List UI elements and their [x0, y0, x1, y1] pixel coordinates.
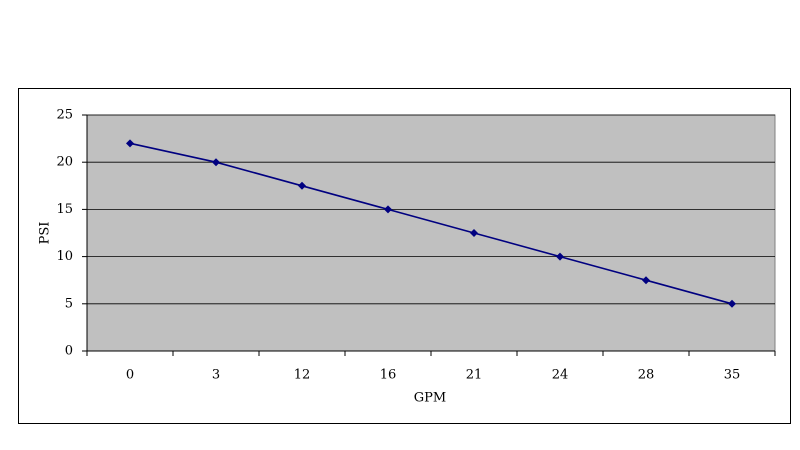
data-point	[298, 181, 306, 190]
data-point	[384, 205, 392, 214]
x-tick-label: 16	[380, 368, 397, 383]
x-tick-label: 24	[552, 368, 569, 383]
y-tick-label: 20	[56, 155, 73, 170]
data-point	[728, 299, 736, 308]
x-tick-label: 28	[638, 368, 655, 383]
x-tick-label: 12	[294, 368, 311, 383]
x-tick-label: 0	[126, 368, 134, 383]
y-tick-label: 15	[56, 202, 73, 217]
data-point	[642, 276, 650, 285]
x-axis-label: GPM	[414, 391, 446, 406]
y-tick-label: 0	[65, 344, 73, 359]
x-tick-label: 21	[466, 368, 483, 383]
y-axis-label: PSI	[38, 222, 53, 245]
y-tick-label: 25	[56, 108, 73, 123]
y-tick-label: 10	[56, 249, 73, 264]
plot-area	[86, 114, 776, 352]
data-point	[556, 252, 564, 261]
y-tick-label: 5	[65, 296, 73, 311]
data-point	[212, 158, 220, 167]
x-tick-label: 3	[212, 368, 220, 383]
data-point	[470, 229, 478, 237]
data-line	[129, 142, 733, 305]
data-point	[126, 139, 134, 148]
x-tick-label: 35	[724, 368, 741, 383]
